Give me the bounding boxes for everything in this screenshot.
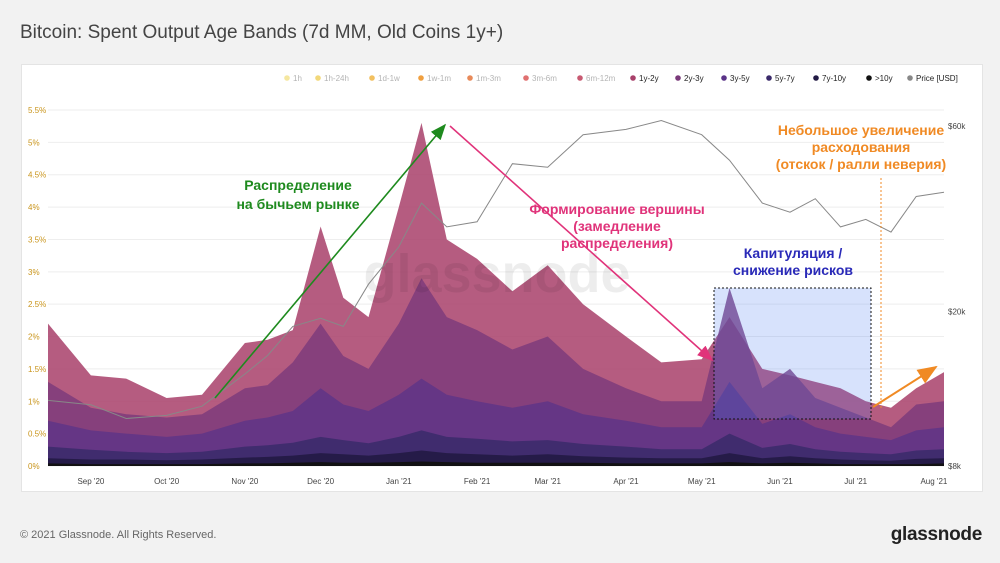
- legend-marker: [418, 75, 424, 81]
- legend-marker: [369, 75, 375, 81]
- legend-marker: [766, 75, 772, 81]
- x-tick: Dec '20: [307, 477, 334, 486]
- legend-marker: [630, 75, 636, 81]
- legend-marker: [523, 75, 529, 81]
- legend-marker: [907, 75, 913, 81]
- axes: 0% 0.5% 1% 1.5% 2% 2.5% 3% 3.5% 4% 4.5% 5% 5.5% $8k $…: [28, 106, 966, 486]
- legend-marker: [721, 75, 727, 81]
- watermark: glassnode: [363, 244, 630, 304]
- legend-label: 7y-10y: [822, 74, 846, 83]
- footer-logo: glassnode: [890, 524, 983, 545]
- chart-title: Bitcoin: Spent Output Age Bands (7d MM, …: [20, 22, 504, 43]
- legend-marker: [577, 75, 583, 81]
- y-right-tick: $20k: [948, 307, 966, 316]
- price-line: [47, 119, 945, 420]
- legend-marker: [315, 75, 321, 81]
- legend-item-2y-3y[interactable]: 2y-3y: [675, 74, 704, 83]
- y-left-tick: 4.5%: [28, 171, 46, 180]
- legend-item-1y-2y[interactable]: 1y-2y: [630, 74, 659, 83]
- arrow-increase: [872, 365, 938, 408]
- legend-label: 1h-24h: [324, 74, 349, 83]
- y-left-tick: 3%: [28, 268, 40, 277]
- y-left-tick: 0%: [28, 462, 40, 471]
- legend-label: 3m-6m: [532, 74, 557, 83]
- y-left-tick: 0.5%: [28, 430, 46, 439]
- annotation-distribution: Распределение на бычьем рынке: [236, 177, 359, 212]
- legend-label: 1w-1m: [427, 74, 451, 83]
- legend-item-6m-12m[interactable]: 6m-12m: [577, 74, 616, 83]
- annotation-increase: Небольшое увеличение расходования (отскок …: [776, 122, 946, 172]
- annotation-capitulation: Капитуляция / снижение рисков: [733, 245, 853, 278]
- y-left-tick: 1.5%: [28, 365, 46, 374]
- x-tick: Jan '21: [386, 477, 412, 486]
- footer-copyright: © 2021 Glassnode. All Rights Reserved.: [20, 529, 217, 541]
- annotation-top: Формирование вершины (замедление распредел…: [529, 201, 704, 251]
- y-left-tick: 1%: [28, 397, 40, 406]
- legend-item--10y[interactable]: >10y: [866, 74, 893, 83]
- y-left-tick: 2.5%: [28, 300, 46, 309]
- legend-marker: [675, 75, 681, 81]
- x-tick: Jul '21: [844, 477, 867, 486]
- legend-label: 2y-3y: [684, 74, 704, 83]
- y-left-tick: 4%: [28, 203, 40, 212]
- y-left-tick: 2%: [28, 333, 40, 342]
- legend-item-1h[interactable]: 1h: [284, 74, 302, 83]
- price-series: [47, 119, 945, 420]
- legend-label: Price [USD]: [916, 74, 958, 83]
- x-tick: Feb '21: [464, 477, 491, 486]
- y-right-tick: $60k: [948, 122, 966, 131]
- legend-item-7y-10y[interactable]: 7y-10y: [813, 74, 846, 83]
- x-tick: Oct '20: [154, 477, 180, 486]
- annotations: Распределение на бычьем рынке Формирование…: [214, 122, 946, 420]
- legend-label: 1m-3m: [476, 74, 501, 83]
- x-tick: Sep '20: [77, 477, 104, 486]
- legend-item-price-usd-[interactable]: Price [USD]: [907, 74, 958, 83]
- area--10y: [48, 461, 944, 466]
- legend-item-3y-5y[interactable]: 3y-5y: [721, 74, 750, 83]
- area-7y-10y: [48, 450, 944, 466]
- legend-item-1w-1m[interactable]: 1w-1m: [418, 74, 451, 83]
- x-tick: Nov '20: [231, 477, 258, 486]
- legend-label: 1h: [293, 74, 302, 83]
- y-left-tick: 3.5%: [28, 235, 46, 244]
- legend-label: 6m-12m: [586, 74, 616, 83]
- grid: [48, 109, 944, 467]
- y-left-tick: 5%: [28, 138, 40, 147]
- legend-label: 5y-7y: [775, 74, 795, 83]
- legend-item-1d-1w[interactable]: 1d-1w: [369, 74, 400, 83]
- legend-marker: [866, 75, 872, 81]
- x-tick: Apr '21: [613, 477, 639, 486]
- legend-label: 1d-1w: [378, 74, 400, 83]
- x-tick: Jun '21: [767, 477, 793, 486]
- legend-marker: [813, 75, 819, 81]
- legend-label: >10y: [875, 74, 893, 83]
- legend-item-5y-7y[interactable]: 5y-7y: [766, 74, 795, 83]
- legend-item-3m-6m[interactable]: 3m-6m: [523, 74, 557, 83]
- legend-marker: [467, 75, 473, 81]
- legend-item-1h-24h[interactable]: 1h-24h: [315, 74, 349, 83]
- legend-label: 1y-2y: [639, 74, 659, 83]
- x-tick: Mar '21: [535, 477, 562, 486]
- capitulation-box: [713, 287, 872, 420]
- arrow-top: [449, 125, 714, 362]
- y-right-tick: $8k: [948, 462, 962, 471]
- x-tick: May '21: [688, 477, 716, 486]
- legend-marker: [284, 75, 290, 81]
- legend: 1h 1h-24h 1d-1w 1w-1m 1m-3m 3m-6m 6m-12m 1y-2y 2…: [284, 74, 958, 83]
- arrow-distribution: [214, 123, 447, 399]
- legend-item-1m-3m[interactable]: 1m-3m: [467, 74, 501, 83]
- area-series: [48, 122, 944, 467]
- x-tick: Aug '21: [920, 477, 947, 486]
- legend-label: 3y-5y: [730, 74, 750, 83]
- y-left-tick: 5.5%: [28, 106, 46, 115]
